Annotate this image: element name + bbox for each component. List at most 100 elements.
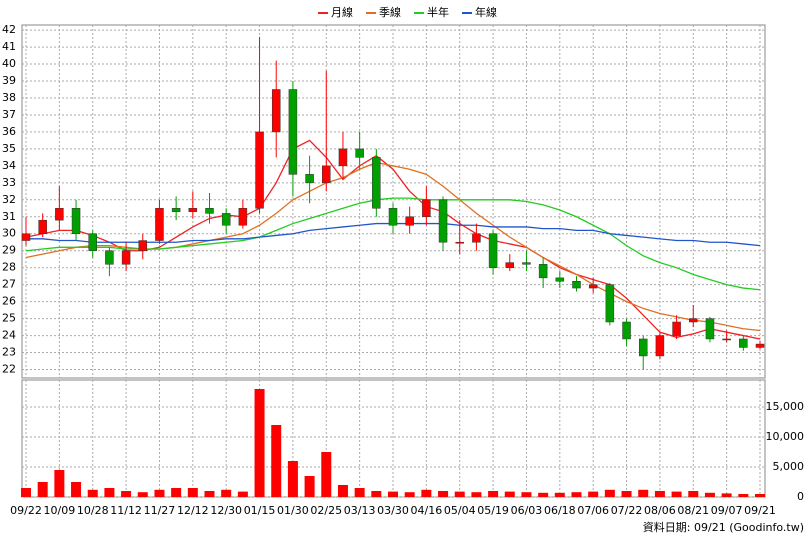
y-tick-label: 41 (2, 40, 16, 53)
volume-bar (738, 494, 749, 497)
candle-body (271, 89, 281, 133)
legend-label: 季線 (379, 5, 401, 19)
y-tick-label: 27 (2, 278, 16, 291)
x-tick-label: 05/04 (444, 504, 476, 517)
x-tick-label: 03/30 (377, 504, 409, 517)
candle-body (238, 208, 248, 226)
candle-body (171, 208, 181, 212)
volume-bar (371, 491, 382, 497)
candle-body (672, 321, 681, 336)
volume-bar (755, 494, 765, 497)
x-tick-label: 07/06 (577, 504, 609, 517)
volume-bar (654, 491, 665, 497)
volume-tick-label: 10,000 (766, 430, 805, 443)
candle-body (305, 174, 314, 184)
y-tick-label: 37 (2, 108, 16, 121)
y-tick-label: 28 (2, 261, 16, 274)
candle-body (138, 240, 148, 251)
volume-bar (37, 482, 48, 497)
source-note: 資料日期: 09/21 (Goodinfo.tw) (643, 520, 804, 534)
volume-bar (304, 476, 315, 497)
candle-body (21, 233, 31, 241)
volume-bar (71, 482, 82, 497)
candle-body (322, 165, 331, 184)
candle-body (505, 262, 515, 268)
y-tick-label: 34 (2, 159, 16, 172)
candle-body (205, 208, 214, 214)
x-tick-label: 11/27 (144, 504, 176, 517)
y-tick-label: 42 (2, 23, 16, 36)
candle-body (372, 157, 381, 209)
volume-bar (554, 492, 565, 497)
y-tick-label: 22 (2, 363, 16, 376)
y-tick-label: 23 (2, 346, 16, 359)
candle-body (705, 318, 715, 340)
volume-bar (337, 485, 348, 497)
volume-bar (521, 492, 532, 497)
x-tick-label: 02/25 (310, 504, 342, 517)
x-tick-label: 01/30 (277, 504, 309, 517)
candle-body (38, 219, 47, 234)
y-tick-label: 40 (2, 57, 16, 70)
candle-body (338, 148, 348, 167)
candle-body (388, 208, 398, 226)
volume-bar (688, 491, 699, 497)
candle-body (438, 199, 448, 243)
candle-body (638, 338, 648, 357)
volume-bar (704, 492, 715, 497)
y-tick-label: 33 (2, 176, 16, 189)
volume-bar (354, 488, 365, 497)
volume-bar (438, 491, 449, 497)
volume-tick-label: 0 (797, 490, 804, 503)
y-tick-label: 30 (2, 227, 16, 240)
volume-tick-label: 5,000 (773, 460, 805, 473)
volume-bar (621, 491, 632, 497)
candle-body (355, 148, 364, 158)
volume-bar (571, 492, 582, 497)
y-tick-label: 26 (2, 295, 16, 308)
volume-bar (471, 492, 482, 497)
ma-line (25, 197, 761, 291)
candle-body (105, 250, 114, 265)
candle-body (455, 241, 464, 244)
x-tick-label: 09/07 (711, 504, 743, 517)
x-tick-label: 06/03 (511, 504, 543, 517)
x-tick-label: 12/12 (177, 504, 209, 517)
y-tick-label: 24 (2, 329, 16, 342)
candle-body (588, 284, 598, 289)
candle-body (288, 89, 298, 175)
candle-body (538, 264, 548, 279)
x-tick-label: 07/22 (611, 504, 643, 517)
volume-bar (154, 489, 165, 497)
candle-body (655, 335, 665, 357)
candle-body (221, 213, 231, 226)
y-tick-label: 29 (2, 244, 16, 257)
volume-bar (321, 452, 332, 497)
volume-bar (638, 489, 649, 497)
legend-label: 半年 (427, 5, 449, 19)
volume-bar (237, 491, 248, 497)
candle-body (472, 233, 481, 243)
volume-bar (421, 489, 432, 497)
candle-body (71, 208, 81, 234)
candle-body (555, 277, 565, 282)
candle-body (88, 233, 97, 251)
candle-body (55, 208, 64, 221)
volume-bar (488, 491, 499, 497)
candle-body (422, 199, 431, 218)
volume-bar (721, 493, 732, 497)
volume-bar (388, 491, 398, 497)
y-tick-label: 32 (2, 193, 16, 206)
volume-bar (271, 425, 282, 497)
x-tick-label: 05/19 (477, 504, 509, 517)
y-tick-label: 31 (2, 210, 16, 223)
volume-bar (137, 492, 148, 497)
x-tick-label: 01/15 (244, 504, 276, 517)
x-tick-label: 04/16 (411, 504, 443, 517)
volume-bar (588, 491, 599, 497)
volume-bar (404, 492, 415, 497)
candle-body (255, 131, 264, 209)
volume-bar (254, 389, 265, 497)
volume-bar (204, 491, 215, 497)
